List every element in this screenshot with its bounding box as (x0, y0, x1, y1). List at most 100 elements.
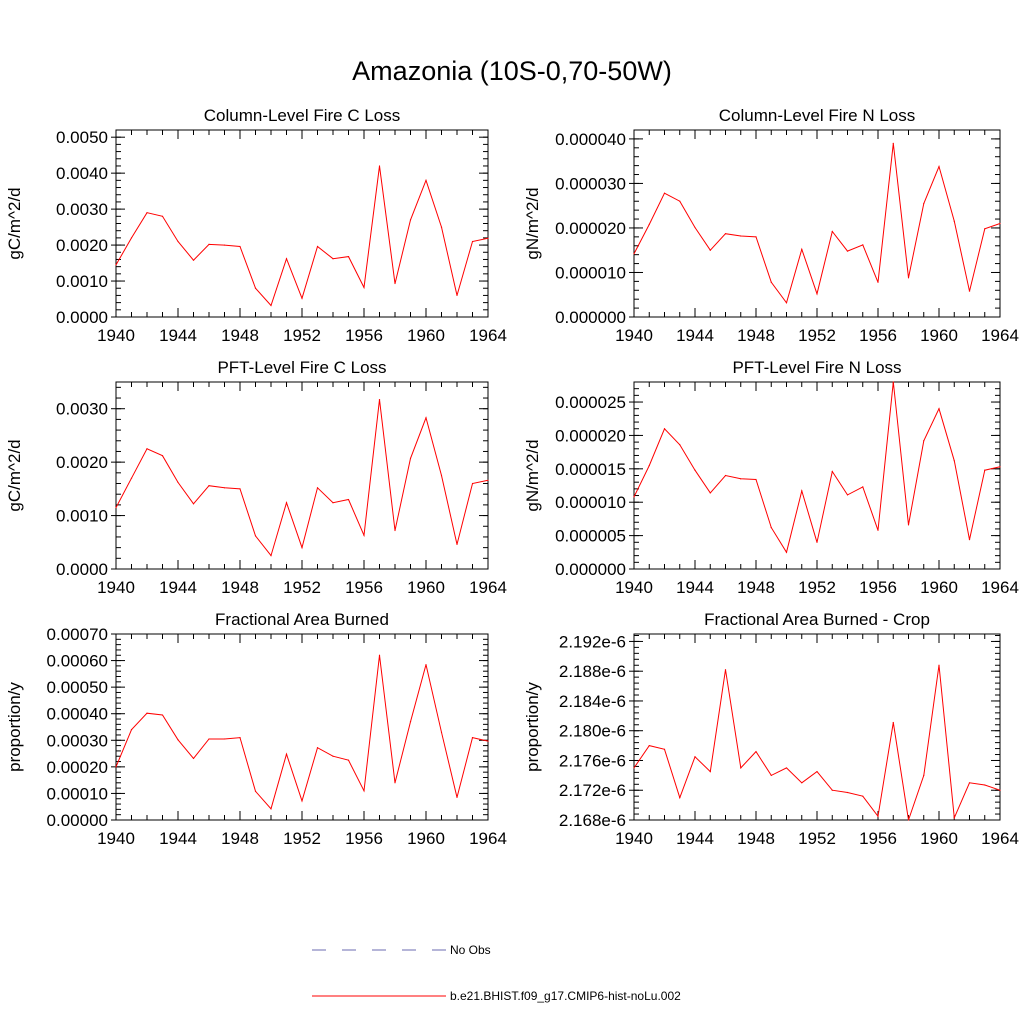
data-point (192, 503, 195, 505)
panel-title: Column-Level Fire C Loss (204, 106, 401, 125)
y-tick-label: 0.0040 (56, 164, 108, 183)
x-tick-label: 1940 (97, 326, 135, 345)
data-point (487, 237, 489, 239)
data-point (785, 767, 788, 769)
x-tick-label: 1940 (615, 326, 653, 345)
data-point (363, 790, 365, 792)
data-point (440, 474, 443, 477)
data-point (755, 236, 757, 238)
x-tick-label: 1956 (859, 829, 897, 848)
data-point (316, 487, 319, 489)
x-tick-label: 1964 (469, 829, 507, 848)
data-point (332, 502, 334, 504)
data-point (239, 488, 241, 490)
y-tick-label: 0.0020 (56, 236, 108, 255)
series-line-1 (633, 143, 1001, 304)
x-tick-label: 1960 (407, 578, 445, 597)
x-tick-label: 1956 (345, 578, 383, 597)
y-tick-label: 0.000040 (555, 130, 626, 149)
data-point (801, 490, 803, 492)
panel-title: Fractional Area Burned (215, 610, 389, 629)
data-point (862, 244, 864, 246)
y-tick-label: 2.172e-6 (559, 781, 626, 800)
y-tick-label: 0.0000 (56, 560, 108, 579)
y-tick-label: 0.000010 (555, 263, 626, 282)
legend-label-2: b.e21.BHIST.f09_g17.CMIP6-hist-noLu.002 (450, 989, 681, 1003)
data-point (923, 202, 925, 205)
y-tick-label: 0.00040 (47, 705, 108, 724)
x-tick-label: 1948 (737, 326, 775, 345)
data-point (239, 737, 241, 739)
data-point (709, 771, 711, 773)
data-point (270, 555, 272, 557)
y-tick-label: 0.0000 (56, 308, 108, 327)
y-tick-label: 2.188e-6 (559, 662, 626, 681)
y-axis-label: gN/m^2/d (523, 439, 542, 511)
data-point (907, 277, 910, 279)
data-point (456, 796, 458, 799)
data-point (907, 819, 910, 821)
data-point (663, 192, 666, 194)
data-point (770, 774, 772, 776)
y-tick-label: 0.00010 (47, 784, 108, 803)
y-tick-label: 0.00030 (47, 731, 108, 750)
data-point (953, 220, 955, 222)
x-tick-label: 1960 (920, 578, 958, 597)
data-point (425, 179, 427, 181)
data-point (892, 381, 894, 383)
y-tick-label: 0.00020 (47, 758, 108, 777)
x-tick-label: 1952 (798, 829, 836, 848)
data-point (846, 250, 849, 252)
y-tick-label: 0.000000 (555, 560, 626, 579)
y-tick-label: 0.000005 (555, 527, 626, 546)
data-point (115, 766, 117, 768)
data-point (425, 663, 427, 666)
data-point (740, 767, 742, 769)
y-tick-label: 0.00050 (47, 678, 108, 697)
x-tick-label: 1956 (859, 326, 897, 345)
data-point (755, 478, 757, 481)
data-point (223, 244, 226, 246)
data-point (208, 738, 210, 740)
y-tick-label: 0.0050 (56, 128, 108, 147)
y-tick-label: 0.00060 (47, 652, 108, 671)
legend: No Obs b.e21.BHIST.f09_g17.CMIP6-hist-noL… (312, 943, 681, 1003)
y-tick-label: 0.000000 (555, 308, 626, 327)
data-point (254, 790, 257, 792)
x-tick-label: 1952 (283, 829, 321, 848)
data-point (694, 226, 696, 229)
data-point (801, 782, 803, 784)
data-point (724, 233, 727, 235)
data-point (130, 477, 133, 479)
y-tick-label: 0.000020 (555, 426, 626, 445)
data-point (440, 226, 443, 228)
data-point (456, 543, 458, 546)
data-point (347, 498, 350, 501)
x-tick-label: 1944 (676, 578, 714, 597)
x-tick-label: 1952 (798, 578, 836, 597)
data-point (724, 669, 727, 671)
data-point (487, 740, 489, 742)
data-point (440, 731, 443, 733)
data-point (223, 738, 226, 740)
x-tick-label: 1952 (798, 326, 836, 345)
y-tick-label: 0.000010 (555, 493, 626, 512)
chart-panel-4: PFT-Level Fire N Loss 1940 1944 1948 1952 195… (523, 358, 1019, 597)
data-point (239, 245, 241, 248)
data-point (709, 249, 711, 251)
chart-panel-5: Fractional Area Burned 1940 1944 1948 1952 19… (5, 610, 507, 848)
data-point (363, 286, 365, 289)
data-point (968, 290, 971, 292)
chart-panel-2: Column-Level Fire N Loss 1940 1944 1948 1952… (523, 106, 1019, 345)
data-point (270, 808, 272, 810)
data-point (999, 466, 1001, 468)
data-point (846, 791, 849, 794)
data-point (938, 664, 940, 666)
y-axis-label: gN/m^2/d (523, 187, 542, 259)
data-point (177, 240, 179, 243)
x-tick-label: 1956 (345, 326, 383, 345)
data-point (192, 259, 195, 261)
data-point (877, 815, 879, 817)
x-tick-label: 1952 (283, 326, 321, 345)
data-point (208, 485, 210, 487)
